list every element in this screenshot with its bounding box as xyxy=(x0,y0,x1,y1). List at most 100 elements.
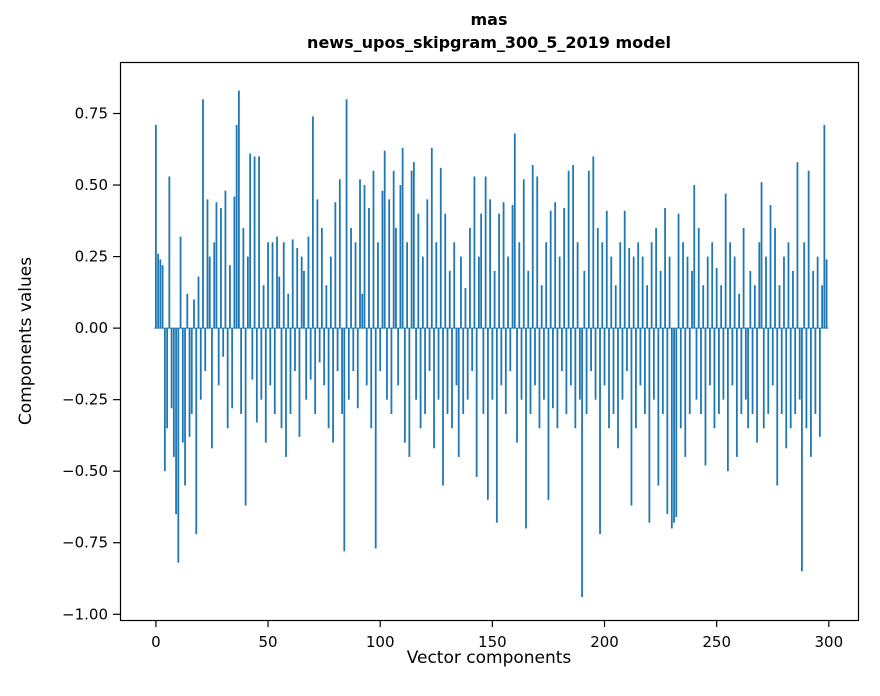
bar xyxy=(567,170,570,329)
bar xyxy=(473,176,476,329)
bar xyxy=(442,328,444,486)
bar xyxy=(345,99,348,329)
bar xyxy=(428,328,431,372)
bar xyxy=(769,205,772,329)
bar xyxy=(545,242,548,329)
bar xyxy=(361,293,364,329)
bar xyxy=(329,256,332,329)
bar xyxy=(583,270,586,329)
bar xyxy=(605,210,608,329)
bar xyxy=(390,328,393,414)
bar xyxy=(312,116,314,329)
bar xyxy=(332,328,334,443)
bar xyxy=(648,328,651,523)
bar xyxy=(738,293,741,329)
bar xyxy=(213,242,216,329)
bar xyxy=(204,328,207,372)
bar xyxy=(756,328,758,443)
bar xyxy=(325,285,328,329)
bar xyxy=(635,328,637,429)
bar xyxy=(796,162,799,329)
bar xyxy=(175,328,177,515)
bar xyxy=(776,328,779,486)
bar xyxy=(231,328,234,409)
bar xyxy=(291,239,294,329)
bar xyxy=(273,328,276,414)
bar xyxy=(298,328,301,437)
bar xyxy=(821,285,823,329)
bar xyxy=(661,328,664,414)
bar xyxy=(249,153,251,329)
bar xyxy=(453,242,456,329)
bar xyxy=(507,256,509,329)
bar xyxy=(774,227,776,329)
bar xyxy=(399,185,402,329)
x-axis-label: Vector components xyxy=(406,648,572,668)
bar xyxy=(733,256,736,329)
bar xyxy=(812,270,815,329)
bar xyxy=(240,328,243,414)
y-tick-label: 0.75 xyxy=(75,105,108,123)
bar xyxy=(527,270,530,329)
bar xyxy=(350,227,352,329)
bar xyxy=(439,167,442,329)
bar xyxy=(805,328,808,429)
bar xyxy=(260,328,263,400)
bar xyxy=(610,256,613,329)
bar xyxy=(576,242,579,329)
bar xyxy=(464,288,467,329)
bar xyxy=(179,236,182,329)
bar xyxy=(666,328,669,515)
bar xyxy=(336,328,339,372)
bar xyxy=(574,328,577,429)
bar xyxy=(554,202,557,329)
y-tick-label: −0.75 xyxy=(62,534,108,552)
bar xyxy=(381,190,384,329)
bar xyxy=(709,328,711,386)
bar xyxy=(547,328,550,500)
bar xyxy=(372,170,375,329)
bar xyxy=(628,248,631,329)
bar xyxy=(446,328,449,414)
x-tick-label: 50 xyxy=(259,633,278,651)
bar xyxy=(630,328,633,506)
bar xyxy=(493,270,496,329)
bar xyxy=(599,328,601,535)
bar xyxy=(208,256,211,329)
bar xyxy=(309,328,312,380)
bar xyxy=(316,199,319,329)
bar xyxy=(426,199,429,329)
bar xyxy=(652,328,655,400)
chart-title-block: mas news_upos_skipgram_300_5_2019 model xyxy=(120,8,858,54)
bar xyxy=(338,179,341,329)
bar xyxy=(787,242,790,329)
bar xyxy=(323,328,326,386)
bar xyxy=(491,328,494,400)
bar xyxy=(246,256,249,329)
bar xyxy=(267,242,269,329)
bar xyxy=(242,227,245,329)
bar xyxy=(460,256,462,329)
bar xyxy=(639,328,642,386)
bar xyxy=(619,242,622,329)
bar xyxy=(715,268,718,329)
bar xyxy=(478,256,480,329)
bar xyxy=(258,156,260,329)
bar xyxy=(762,328,765,429)
bar xyxy=(455,328,458,386)
bar xyxy=(778,285,781,329)
bar xyxy=(457,328,460,457)
bar xyxy=(731,328,734,386)
bar xyxy=(807,170,810,329)
bar xyxy=(244,328,247,506)
bar xyxy=(522,179,525,329)
bar xyxy=(370,328,373,429)
bar xyxy=(289,328,292,414)
bar xyxy=(170,328,173,409)
bar xyxy=(617,328,619,449)
bar xyxy=(359,179,361,329)
bar xyxy=(783,256,785,329)
bar xyxy=(590,328,592,372)
bar xyxy=(498,213,500,329)
